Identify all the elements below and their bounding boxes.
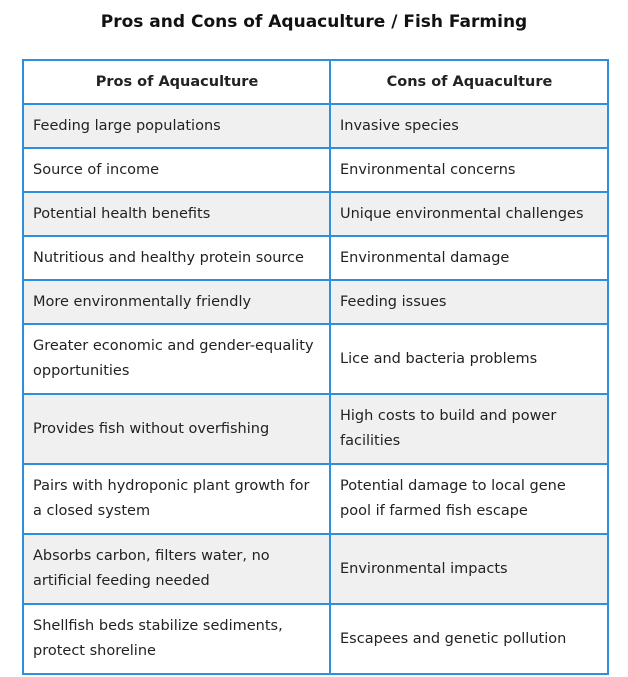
table-row: Absorbs carbon, filters water, no artifi… [22, 533, 609, 605]
table-row: More environmentally friendly Feeding is… [22, 279, 609, 325]
con-cell: Potential damage to local gene pool if f… [329, 463, 609, 535]
table-header-row: Pros of Aquaculture Cons of Aquaculture [22, 59, 609, 105]
table-row: Nutritious and healthy protein source En… [22, 235, 609, 281]
header-pros: Pros of Aquaculture [22, 59, 331, 105]
table-row: Pairs with hydroponic plant growth for a… [22, 463, 609, 535]
table-row: Potential health benefits Unique environ… [22, 191, 609, 237]
pros-cons-table: Pros of Aquaculture Cons of Aquaculture … [22, 59, 609, 675]
con-cell: Escapees and genetic pollution [329, 603, 609, 675]
pro-cell: Shellfish beds stabilize sediments, prot… [22, 603, 331, 675]
table-row: Greater economic and gender-equality opp… [22, 323, 609, 395]
pro-cell: Nutritious and healthy protein source [22, 235, 331, 281]
pro-cell: Provides fish without overfishing [22, 393, 331, 465]
pro-cell: Potential health benefits [22, 191, 331, 237]
con-cell: Invasive species [329, 103, 609, 149]
con-cell: Unique environmental challenges [329, 191, 609, 237]
pro-cell: More environmentally friendly [22, 279, 331, 325]
pro-cell: Feeding large populations [22, 103, 331, 149]
pro-cell: Greater economic and gender-equality opp… [22, 323, 331, 395]
table-row: Provides fish without overfishing High c… [22, 393, 609, 465]
table-row: Source of income Environmental concerns [22, 147, 609, 193]
pro-cell: Pairs with hydroponic plant growth for a… [22, 463, 331, 535]
con-cell: High costs to build and power facilities [329, 393, 609, 465]
con-cell: Environmental concerns [329, 147, 609, 193]
pro-cell: Absorbs carbon, filters water, no artifi… [22, 533, 331, 605]
con-cell: Environmental impacts [329, 533, 609, 605]
con-cell: Environmental damage [329, 235, 609, 281]
table-row: Feeding large populations Invasive speci… [22, 103, 609, 149]
table-row: Shellfish beds stabilize sediments, prot… [22, 603, 609, 675]
con-cell: Feeding issues [329, 279, 609, 325]
page-title: Pros and Cons of Aquaculture / Fish Farm… [100, 12, 528, 32]
header-cons: Cons of Aquaculture [329, 59, 609, 105]
con-cell: Lice and bacteria problems [329, 323, 609, 395]
pro-cell: Source of income [22, 147, 331, 193]
